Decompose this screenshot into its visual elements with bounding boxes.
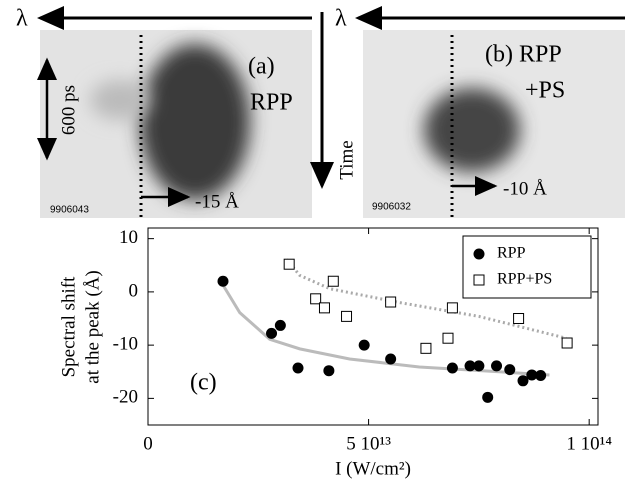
shot-number: 9906032 (372, 202, 411, 213)
point (526, 369, 538, 381)
point (561, 337, 573, 349)
point (341, 310, 353, 322)
fit-curve (285, 258, 567, 340)
plot-frame (147, 227, 599, 426)
y-tick-label: 10 (119, 227, 138, 248)
point (442, 332, 454, 344)
point (385, 296, 397, 308)
y-tick-label: -20 (113, 387, 138, 408)
legend-box (462, 235, 592, 299)
point (358, 339, 370, 351)
lambda: λ (16, 6, 28, 32)
x-tick-label: 0 (143, 433, 153, 454)
point (535, 369, 547, 381)
x-tick-label: 5 10¹³ (346, 433, 391, 454)
point (217, 275, 229, 287)
point (323, 365, 335, 377)
shot-number: 9906043 (50, 205, 89, 216)
y-axis-label: at the peak (Å) (82, 270, 103, 383)
streak-signal (140, 44, 250, 200)
point (318, 302, 330, 314)
y-axis-label: Spectral shift (58, 276, 79, 378)
y-tick-label: -10 (113, 333, 138, 354)
point (464, 360, 476, 372)
chart: (c) I (W/cm²) Spectral shift at the peak… (58, 227, 612, 479)
legend-label: RPP (497, 245, 526, 262)
shift: -15 Å (195, 191, 239, 212)
legend-label: RPP+PS (497, 271, 552, 288)
panel-label: (b) RPP (485, 42, 562, 68)
legend-marker (473, 248, 485, 260)
panel-b: λ (b) RPP +PS 9906032 -10 Å (335, 6, 625, 218)
lambda: λ (335, 6, 347, 32)
time-label: Time (336, 140, 357, 179)
panel-label: RPP (250, 90, 293, 116)
point (420, 342, 432, 354)
point (446, 302, 458, 314)
point (446, 362, 458, 374)
panel-a: λ 600 ps (a) RPP 9906043 -15 Å (16, 6, 312, 218)
panel-label: (a) (248, 54, 275, 80)
point (473, 360, 485, 372)
point (517, 375, 529, 387)
streak-signal (90, 80, 150, 120)
point (491, 360, 503, 372)
x-axis-label: I (W/cm²) (335, 458, 411, 479)
streak-signal (424, 88, 520, 172)
point (292, 362, 304, 374)
duration: 600 ps (58, 85, 79, 135)
point (513, 313, 525, 325)
point (274, 319, 286, 331)
point (266, 327, 278, 339)
point (327, 275, 339, 287)
point (504, 364, 516, 376)
point (310, 293, 322, 305)
fit-curve (220, 282, 550, 377)
point (283, 258, 295, 270)
point (385, 353, 397, 365)
x-tick-label: 1 10¹⁴ (566, 433, 612, 454)
shift: -10 Å (503, 178, 547, 199)
y-tick-label: 0 (129, 280, 139, 301)
panel-label: +PS (525, 78, 565, 104)
legend-marker (473, 274, 485, 286)
annotation: (c) (190, 370, 217, 396)
point (482, 391, 494, 403)
